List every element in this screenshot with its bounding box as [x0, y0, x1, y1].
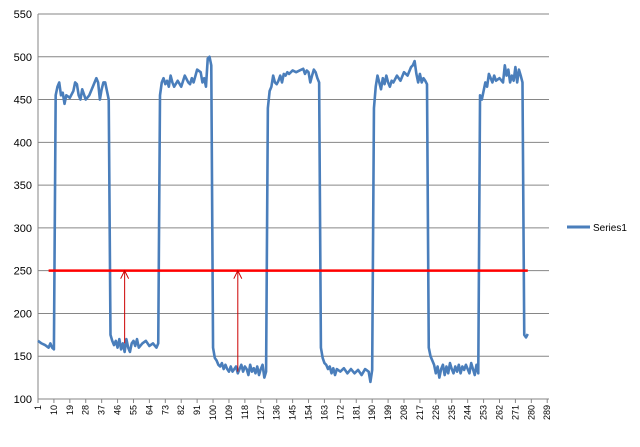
x-tick-label: 1 [33, 405, 43, 410]
x-tick-label: 280 [526, 405, 536, 420]
y-tick-label: 300 [14, 223, 32, 235]
x-tick-label: 163 [319, 405, 329, 420]
x-tick-label: 73 [160, 405, 170, 415]
y-tick-label: 350 [14, 180, 32, 192]
x-tick-label: 91 [192, 405, 202, 415]
y-tick-label: 550 [14, 9, 32, 21]
x-tick-label: 289 [542, 405, 552, 420]
x-tick-label: 10 [49, 405, 59, 415]
x-tick-label: 46 [113, 405, 123, 415]
y-tick-label: 400 [14, 137, 32, 149]
x-tick-label: 118 [240, 405, 250, 419]
legend-label-series1: Series1 [593, 223, 627, 234]
y-axis: 100 150 200 250 300 350 400 450 500 550 [14, 9, 39, 406]
x-tick-label: 145 [288, 405, 298, 420]
x-tick-label: 100 [208, 405, 218, 420]
x-tick-label: 271 [510, 405, 520, 420]
annotations [48, 269, 528, 372]
y-tick-label: 500 [14, 52, 32, 64]
x-tick-label: 199 [383, 405, 393, 420]
arrow-head [233, 269, 243, 279]
x-tick-label: 244 [463, 405, 473, 420]
x-tick-label: 28 [81, 405, 91, 415]
x-tick-label: 154 [304, 405, 314, 420]
x-tick-label: 55 [128, 405, 138, 415]
y-tick-label: 250 [14, 266, 32, 278]
x-axis: 1 10 19 28 37 46 55 64 73 82 91 100 109 118 127 136 145 1… [33, 398, 552, 420]
x-tick-label: 172 [335, 405, 345, 420]
x-tick-label: 208 [399, 405, 409, 420]
x-tick-label: 190 [367, 405, 377, 420]
x-tick-label: 235 [447, 405, 457, 420]
y-tick-label: 450 [14, 95, 32, 107]
x-tick-label: 181 [351, 405, 361, 420]
x-tick-label: 37 [97, 405, 107, 415]
y-tick-label: 200 [14, 308, 32, 320]
annotation-arrow-2 [233, 269, 243, 372]
y-tick-label: 150 [14, 351, 32, 363]
arrow-head [120, 269, 130, 279]
x-tick-label: 109 [224, 405, 234, 420]
legend: Series1 [567, 223, 627, 234]
x-tick-label: 64 [144, 405, 154, 415]
x-tick-label: 136 [272, 405, 282, 420]
x-tick-label: 262 [494, 405, 504, 420]
x-tick-label: 82 [176, 405, 186, 415]
x-tick-label: 253 [479, 405, 489, 420]
annotation-arrow-1 [120, 269, 130, 344]
x-tick-label: 217 [415, 405, 425, 420]
x-tick-label: 226 [431, 405, 441, 420]
x-tick-label: 127 [256, 405, 266, 420]
x-tick-label: 19 [65, 405, 75, 415]
series-line-1 [37, 55, 529, 384]
y-tick-label: 100 [14, 394, 32, 406]
series-layer [37, 55, 529, 384]
